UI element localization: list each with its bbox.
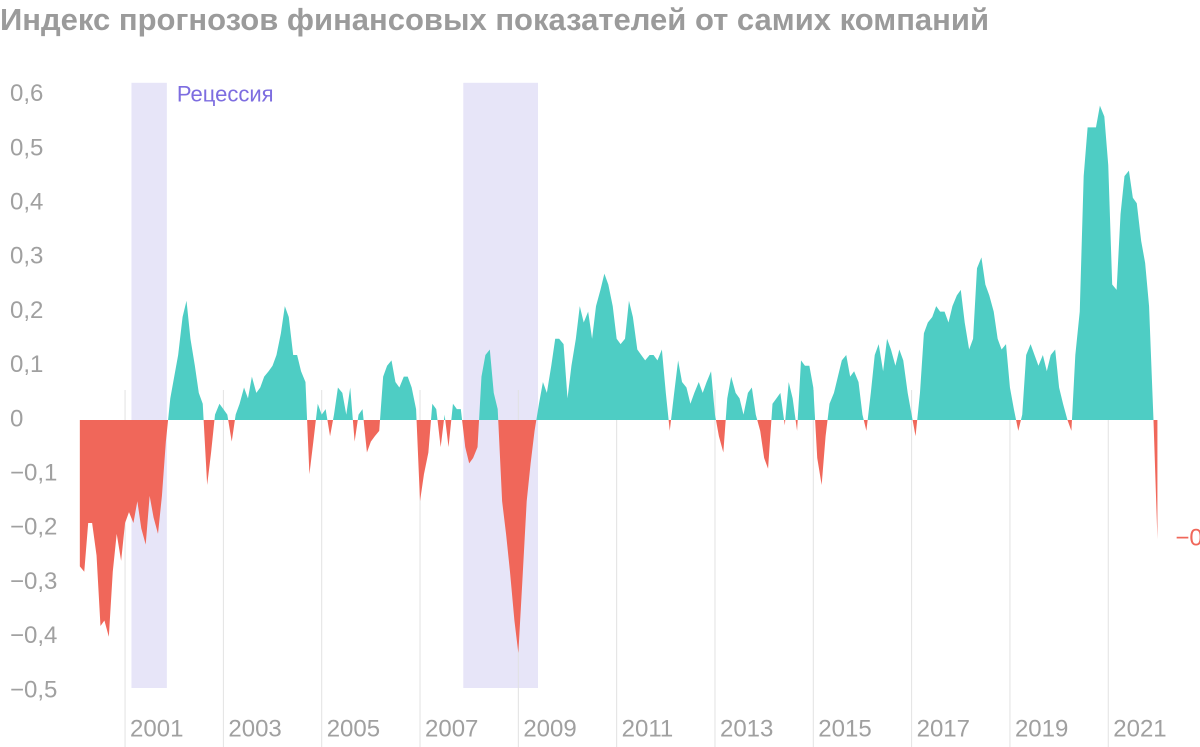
x-tick-label: 2011	[622, 715, 674, 742]
y-tick-label: 0,3	[10, 243, 43, 270]
chart-title: Индекс прогнозов финансовых показателей …	[0, 2, 989, 37]
y-tick-label: 0,4	[10, 189, 43, 216]
y-tick-label: 0	[10, 405, 23, 432]
y-tick-label: −0,5	[10, 676, 57, 703]
data-label: −0,22	[1175, 525, 1200, 552]
y-tick-label: 0,5	[10, 134, 43, 161]
x-tick-label: 2005	[327, 715, 380, 742]
x-tick-label: 2019	[1015, 715, 1068, 742]
recession-band	[131, 82, 167, 689]
x-tick-label: 2009	[523, 715, 576, 742]
x-tick-label: 2013	[720, 715, 773, 742]
recession-band	[463, 82, 539, 689]
y-tick-label: −0,1	[10, 460, 57, 487]
area	[79, 105, 1158, 654]
y-tick-label: −0,2	[10, 514, 57, 541]
y-tick-label: −0,3	[10, 568, 57, 595]
recession-label: Рецессия	[177, 82, 274, 107]
x-tick-label: 2003	[228, 715, 281, 742]
y-tick-label: 0,6	[10, 80, 43, 107]
y-tick-label: 0,1	[10, 351, 43, 378]
x-tick-label: 2017	[917, 715, 970, 742]
x-tick-label: 2021	[1113, 715, 1166, 742]
y-tick-label: −0,4	[10, 622, 57, 649]
x-tick-label: 2007	[425, 715, 478, 742]
x-tick-label: 2001	[130, 715, 183, 742]
x-tick-label: 2015	[818, 715, 871, 742]
y-tick-label: 0,2	[10, 297, 43, 324]
